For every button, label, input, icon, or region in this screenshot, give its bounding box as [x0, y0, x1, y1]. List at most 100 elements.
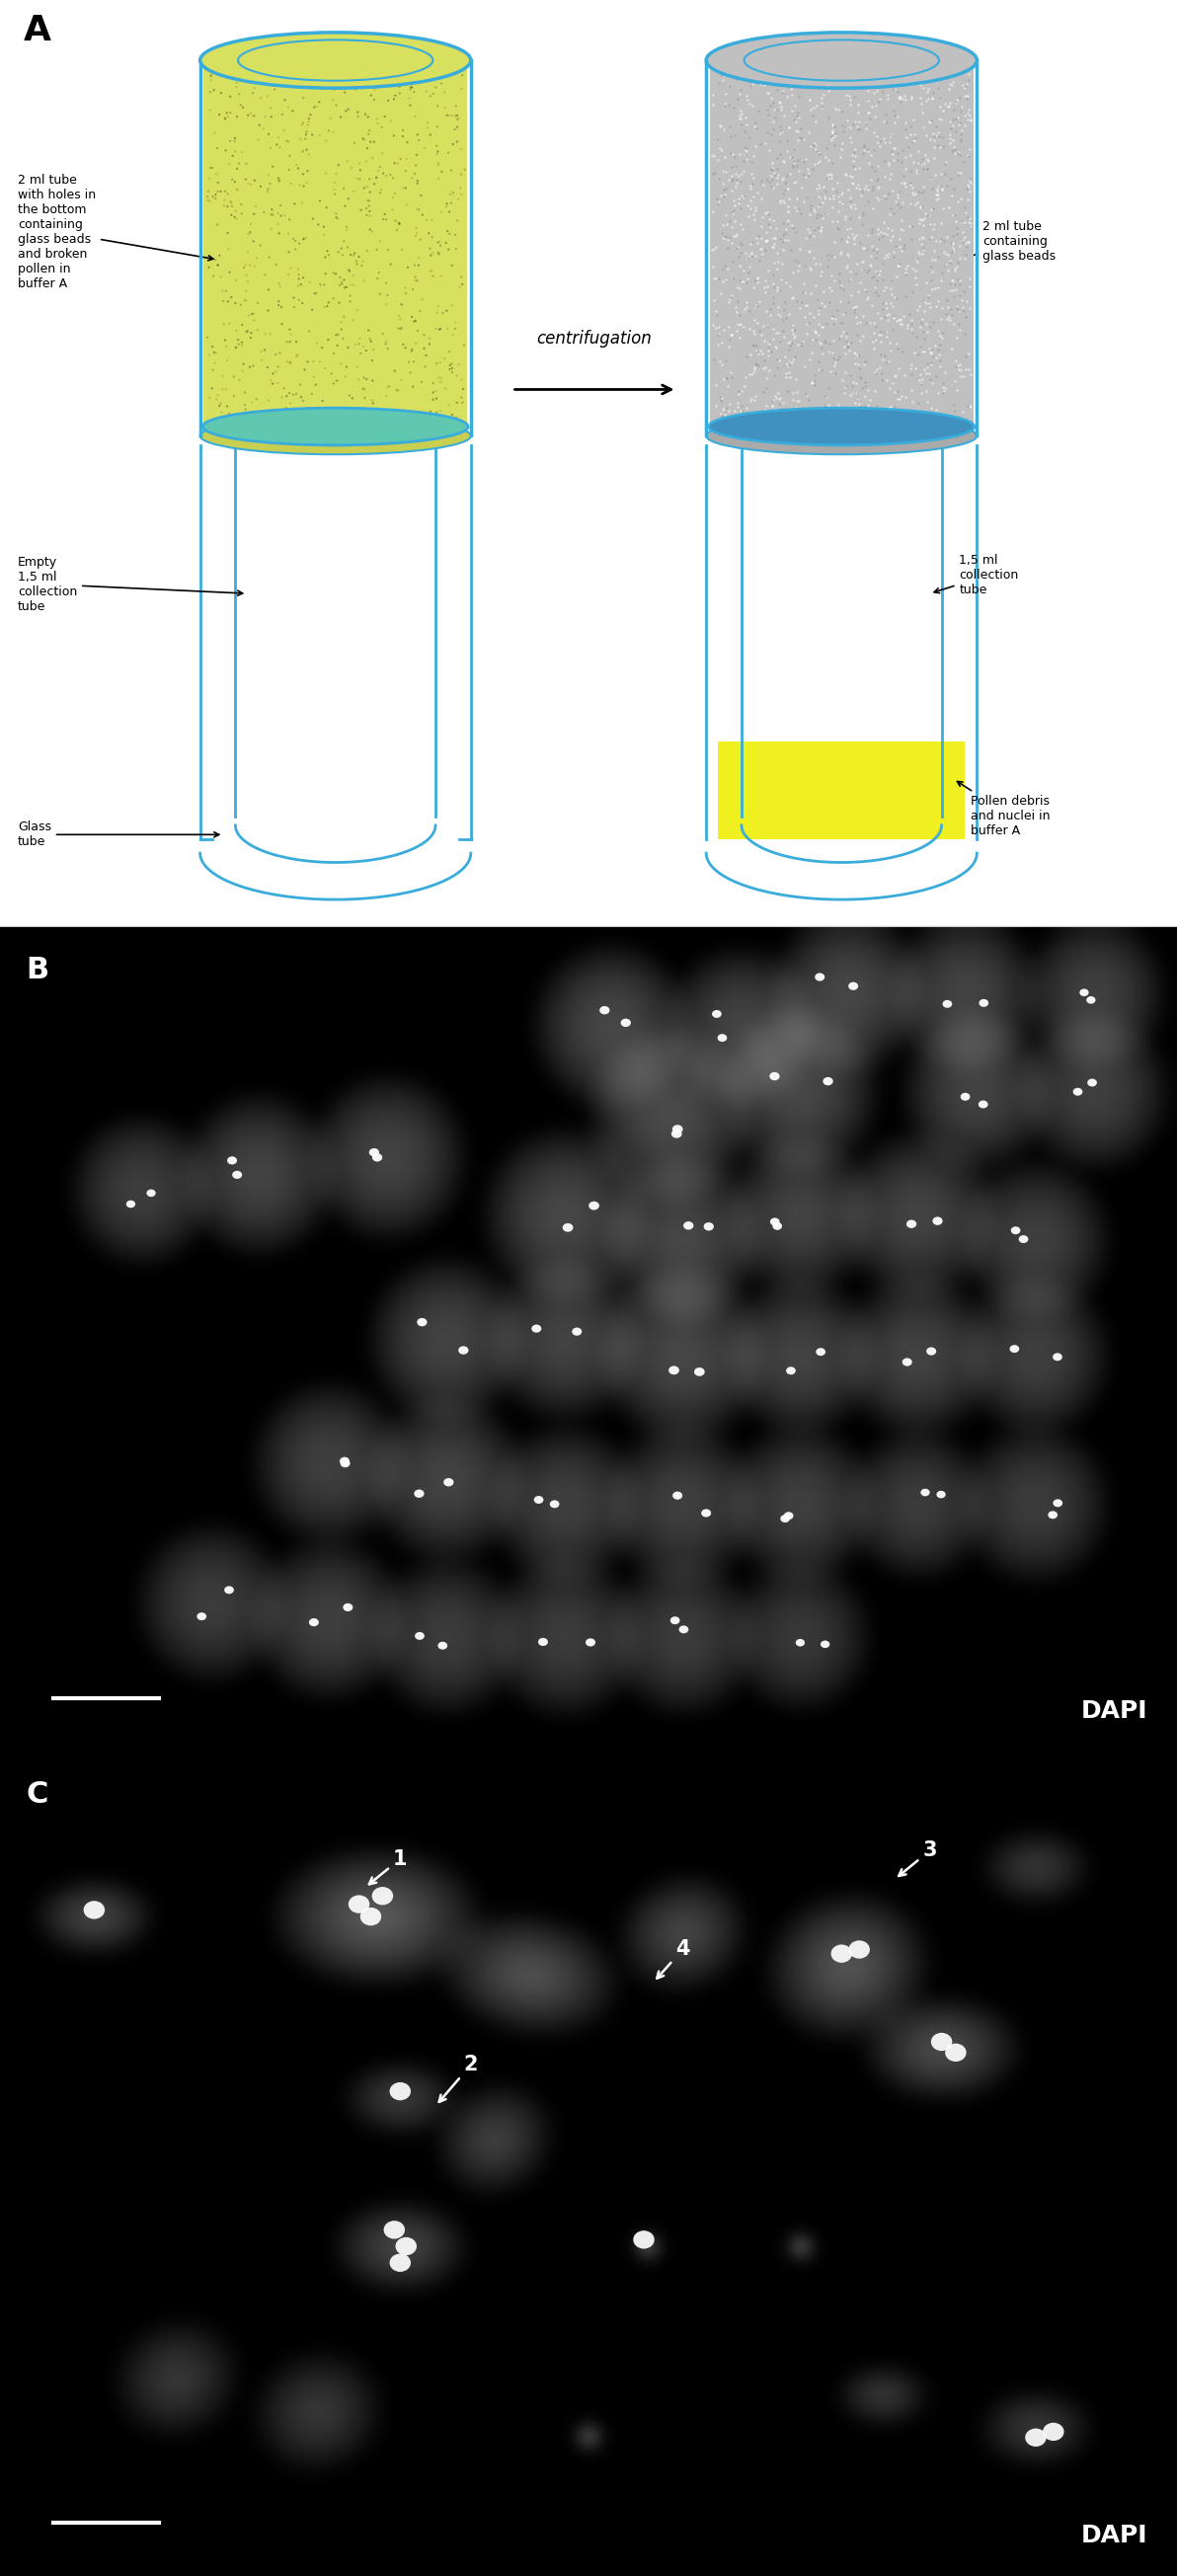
Point [946, 402, 965, 443]
Point [947, 286, 966, 327]
Point [237, 270, 255, 312]
Point [947, 245, 966, 286]
Point [879, 232, 898, 273]
Point [878, 299, 897, 340]
Point [812, 178, 831, 219]
Point [711, 129, 730, 170]
Point [789, 188, 807, 229]
Point [747, 332, 766, 374]
Point [959, 222, 978, 263]
Point [809, 340, 827, 381]
Point [810, 185, 829, 227]
Point [278, 340, 297, 381]
Point [800, 337, 819, 379]
Point [313, 327, 332, 368]
Point [328, 314, 347, 355]
Text: DAPI: DAPI [1080, 2524, 1148, 2548]
Point [375, 54, 394, 95]
Point [244, 95, 262, 137]
Point [220, 49, 239, 90]
Point [910, 404, 929, 446]
Point [724, 191, 743, 232]
Point [786, 162, 805, 204]
Point [428, 222, 447, 263]
Point [844, 162, 863, 204]
Point [335, 268, 354, 309]
Point [716, 216, 734, 258]
Point [252, 165, 271, 206]
Point [765, 155, 784, 196]
Point [393, 111, 412, 152]
Point [213, 270, 232, 312]
Point [201, 72, 220, 113]
Point [930, 335, 949, 376]
Point [844, 291, 863, 332]
Point [348, 52, 367, 93]
Point [813, 183, 832, 224]
Point [885, 70, 904, 111]
Point [280, 137, 299, 178]
Ellipse shape [932, 1216, 943, 1226]
Point [933, 366, 952, 407]
Point [800, 389, 819, 430]
Point [956, 222, 975, 263]
Point [288, 250, 307, 291]
Point [863, 165, 882, 206]
Point [437, 185, 455, 227]
Point [895, 162, 913, 204]
Point [241, 245, 260, 286]
Point [297, 216, 315, 258]
Point [931, 77, 950, 118]
Point [922, 343, 940, 384]
Point [958, 222, 977, 263]
Point [837, 366, 856, 407]
Point [951, 237, 970, 278]
Point [322, 353, 341, 394]
Point [321, 98, 340, 139]
Point [851, 175, 870, 216]
Point [913, 232, 932, 273]
Point [760, 162, 779, 204]
Point [762, 113, 780, 155]
Point [734, 289, 753, 330]
Point [962, 386, 980, 428]
Point [771, 219, 790, 260]
Point [224, 137, 242, 178]
Point [905, 59, 924, 100]
Point [709, 325, 727, 366]
Point [739, 196, 758, 237]
Ellipse shape [586, 1638, 596, 1646]
Point [723, 358, 742, 399]
Point [738, 258, 757, 299]
Point [200, 180, 219, 222]
Point [765, 355, 784, 397]
Point [773, 142, 792, 183]
Point [799, 304, 818, 345]
Point [785, 309, 804, 350]
Point [960, 206, 979, 247]
Point [208, 374, 227, 415]
Point [205, 113, 224, 155]
Point [892, 142, 911, 183]
Point [227, 309, 246, 350]
Point [903, 121, 922, 162]
Point [207, 204, 226, 245]
Point [959, 88, 978, 129]
Point [288, 147, 307, 188]
Point [771, 113, 790, 155]
Ellipse shape [633, 2231, 654, 2249]
Point [424, 72, 443, 113]
Point [778, 67, 797, 108]
Point [452, 129, 471, 170]
Point [208, 170, 227, 211]
Point [365, 162, 384, 204]
Point [764, 82, 783, 124]
Ellipse shape [978, 1100, 988, 1108]
Point [759, 72, 778, 113]
Point [922, 332, 940, 374]
Point [953, 286, 972, 327]
Point [272, 286, 291, 327]
Point [750, 240, 769, 281]
Point [958, 75, 977, 116]
Point [869, 157, 887, 198]
